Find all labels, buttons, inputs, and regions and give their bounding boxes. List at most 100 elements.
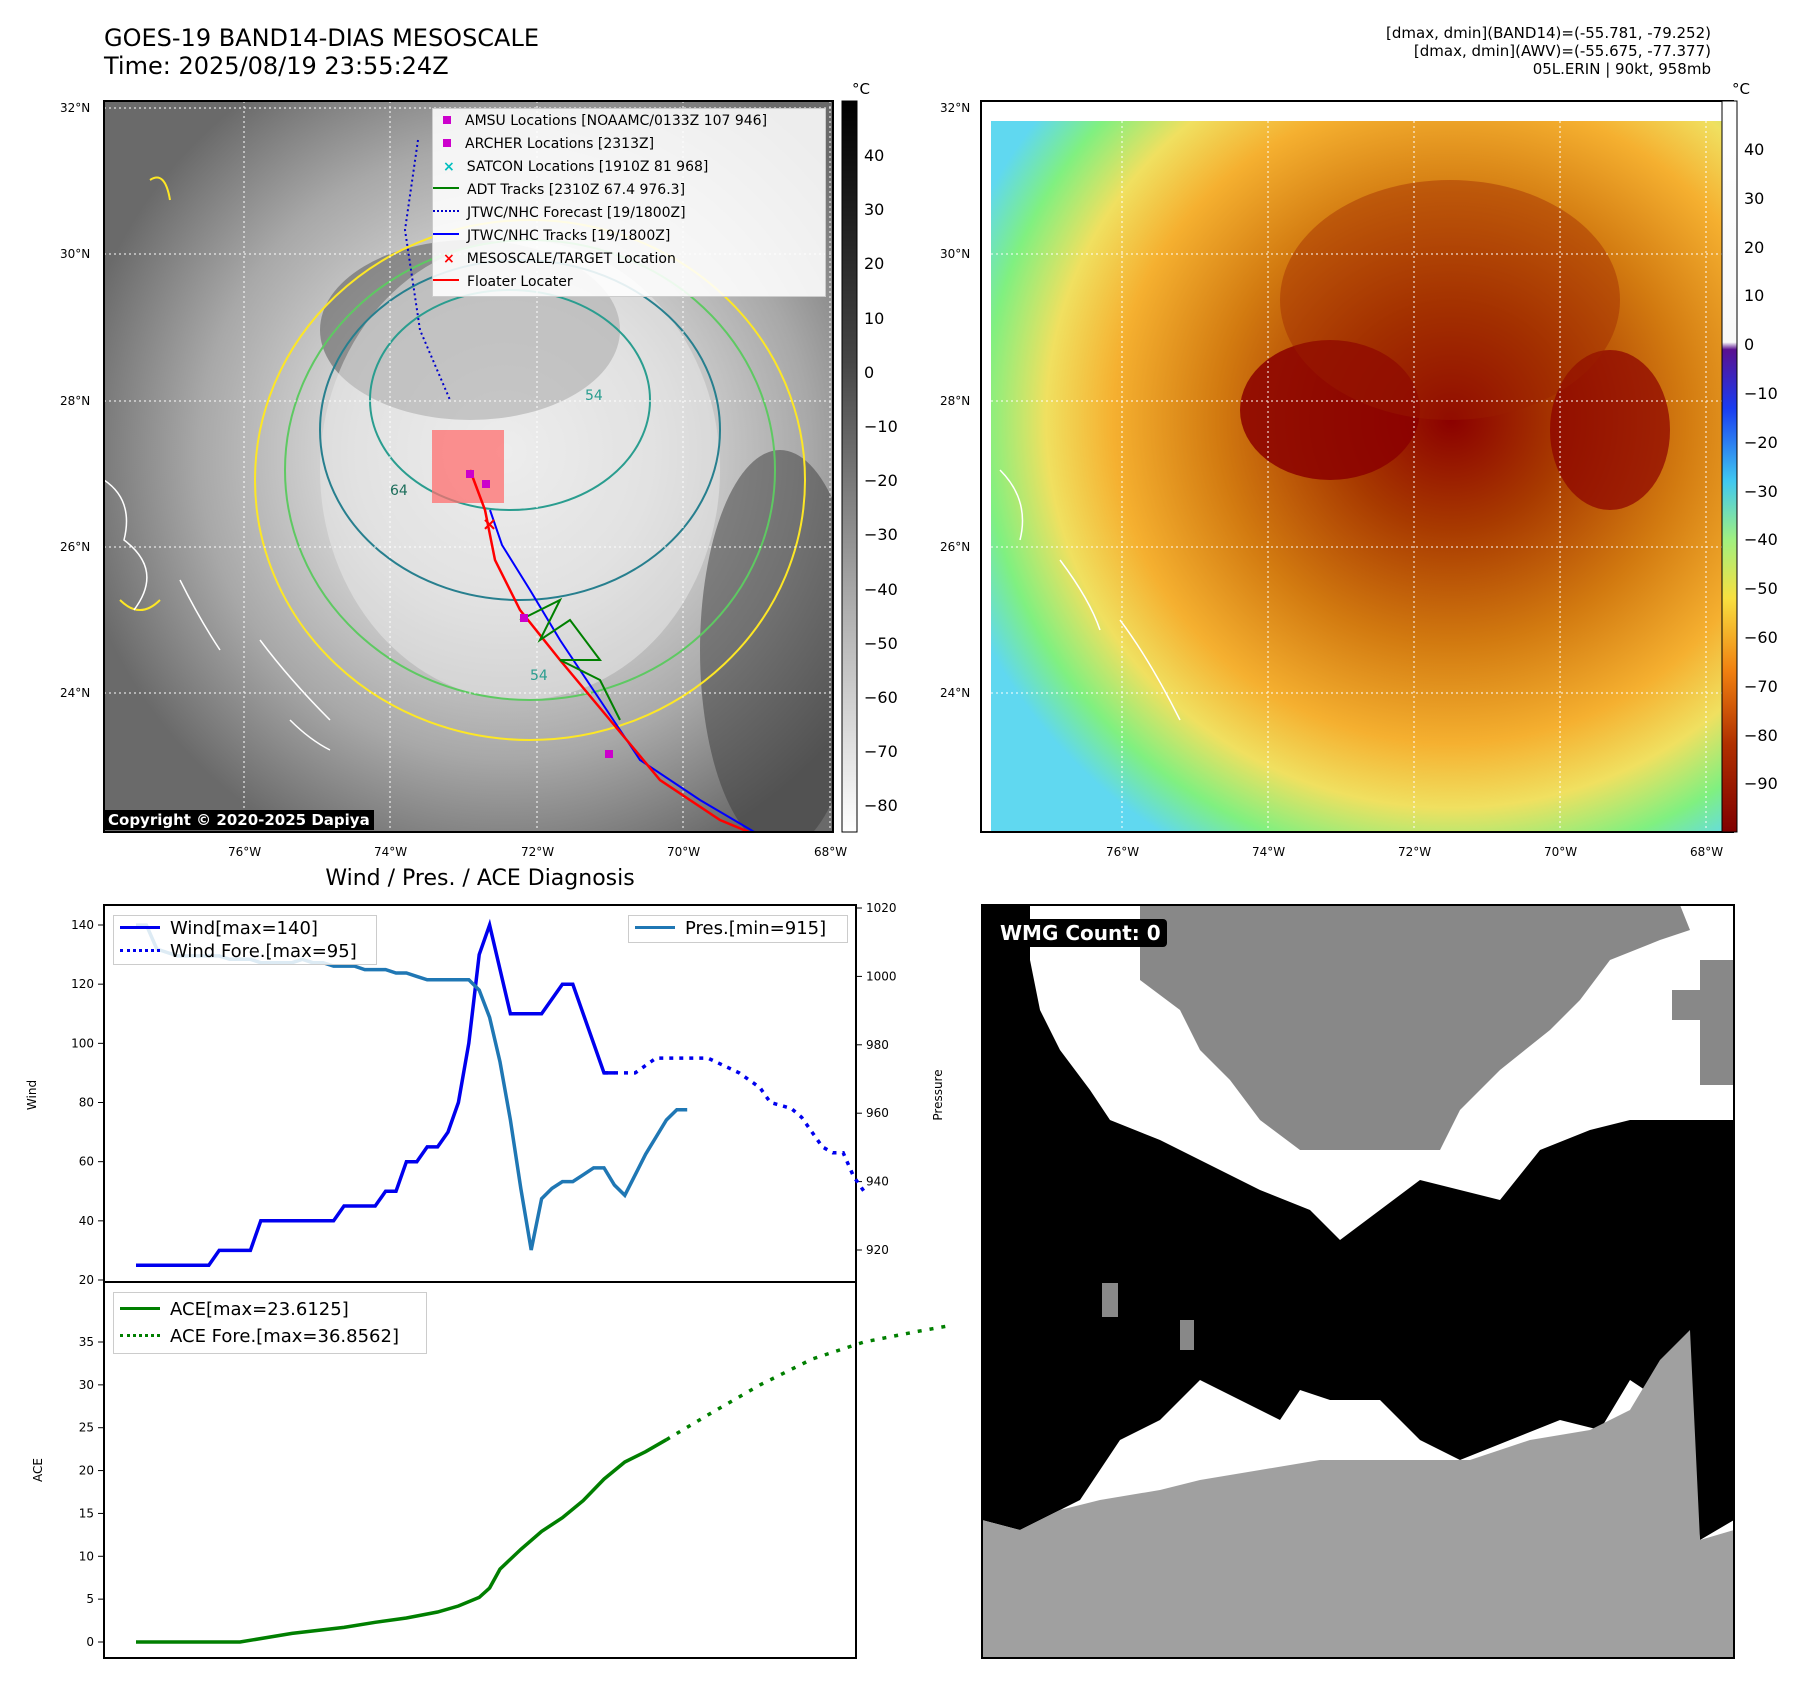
colorbar-tick: 40 — [864, 146, 885, 165]
wind-tick-label: 100 — [71, 1036, 94, 1050]
wind-tick-label: 60 — [79, 1155, 94, 1169]
ace-legend: ACE[max=23.6125] ACE Fore.[max=36.8562] — [113, 1292, 427, 1354]
wind-tick-label: 80 — [79, 1096, 94, 1110]
ace-line — [136, 1438, 668, 1644]
legend-pressure: Pres.[min=915] — [635, 918, 826, 939]
diagnosis-chart: 1401201008060402010201000980960940920353… — [25, 901, 948, 1659]
ace-tick-label: 15 — [79, 1506, 94, 1520]
colorbar-tick: −30 — [1744, 481, 1778, 501]
awv-range: [dmax, dmin](AWV)=(-55.675, -77.377) — [1413, 42, 1711, 60]
legend-item-floater: Floater Locater — [433, 274, 573, 290]
colorbar-tick: 30 — [1744, 188, 1765, 208]
legend-item-amsu: AMSU Locations [NOAAMC/0133Z 107 946] — [443, 113, 767, 129]
chart-timestamp: Time: 2025/08/19 23:55:24Z — [104, 52, 449, 80]
awv-satellite-panel — [980, 100, 1738, 833]
lat-label: 30°N — [60, 247, 91, 261]
colorbar-tick: 20 — [1744, 237, 1765, 257]
legend-wind: Wind[max=140] — [120, 918, 318, 939]
colorbar-tick: −70 — [864, 742, 898, 762]
diagnosis-title: Wind / Pres. / ACE Diagnosis — [325, 866, 635, 891]
lat-label: 24°N — [940, 686, 971, 700]
storm-info: 05L.ERIN | 90kt, 958mb — [1532, 60, 1711, 78]
colorbar-tick: 10 — [864, 308, 885, 328]
wmg-gray-top — [1140, 905, 1734, 1150]
colorbar-tick: 10 — [1744, 286, 1765, 306]
colorbar-tick: 30 — [864, 200, 885, 220]
pressure-legend: Pres.[min=915] — [628, 915, 848, 943]
colorbar-tick: −20 — [864, 471, 898, 491]
ace-tick-label: 20 — [79, 1464, 94, 1478]
lat-label: 32°N — [940, 101, 971, 115]
legend-ace: ACE[max=23.6125] — [120, 1299, 349, 1320]
ace-tick-label: 5 — [86, 1592, 94, 1606]
legend-item-target: × MESOSCALE/TARGET Location — [443, 251, 676, 267]
wmg-panel — [981, 904, 1735, 1659]
pressure-tick-label: 1020 — [866, 901, 897, 915]
colorbar-tick: −50 — [864, 633, 898, 653]
lat-label: 28°N — [940, 394, 971, 408]
lat-label: 28°N — [60, 394, 91, 408]
colorbar-unit: °C — [852, 80, 870, 98]
pressure-tick-label: 940 — [866, 1175, 889, 1189]
contour-label: 54 — [530, 668, 548, 684]
pressure-tick-label: 980 — [866, 1038, 889, 1052]
colorbar-tick: −50 — [1744, 579, 1778, 599]
colorbar-tick: 20 — [864, 254, 885, 274]
legend-item-tracks: JTWC/NHC Tracks [19/1800Z] — [433, 228, 670, 244]
legend-item-archer: ARCHER Locations [2313Z] — [443, 136, 654, 152]
lat-label: 32°N — [60, 101, 91, 115]
lon-label: 72°W — [521, 845, 555, 859]
lon-label: 76°W — [228, 845, 262, 859]
copyright-label: Copyright © 2020-2025 Dapiya — [104, 810, 374, 830]
colorbar-tick: −40 — [864, 579, 898, 599]
pressure-tick-label: 920 — [866, 1243, 889, 1257]
ace-tick-label: 0 — [86, 1635, 94, 1649]
colorbar-tick: −80 — [864, 796, 898, 816]
ace-tick-label: 30 — [79, 1378, 94, 1392]
colorbar-tick: −40 — [1744, 530, 1778, 550]
lat-label: 24°N — [60, 686, 91, 700]
pressure-line — [136, 923, 688, 1251]
wind-tick-label: 120 — [71, 977, 94, 991]
lon-label: 74°W — [1252, 845, 1286, 859]
band14-range: [dmax, dmin](BAND14)=(-55.781, -79.252) — [1386, 24, 1711, 42]
pressure-tick-label: 960 — [866, 1106, 889, 1120]
lon-label: 68°W — [814, 845, 848, 859]
colorbar-tick: −30 — [864, 525, 898, 545]
colorbar-tick: −60 — [1744, 628, 1778, 647]
wind-tick-label: 40 — [79, 1214, 94, 1228]
lat-label: 26°N — [60, 540, 91, 554]
lon-label: 76°W — [1106, 845, 1140, 859]
lon-label: 70°W — [667, 845, 701, 859]
contour-label: 54 — [585, 388, 603, 404]
colorbar-tick: 0 — [1744, 335, 1755, 355]
ace-tick-label: 10 — [79, 1549, 94, 1563]
lat-label: 26°N — [940, 540, 971, 554]
lon-label: 72°W — [1398, 845, 1432, 859]
colorbar-tick: 0 — [864, 362, 875, 382]
wmg-gray-bottom — [982, 1330, 1734, 1658]
wind-line — [136, 918, 615, 1267]
pressure-tick-label: 1000 — [866, 969, 897, 983]
legend-ace-forecast: ACE Fore.[max=36.8562] — [120, 1326, 399, 1347]
legend-wind-forecast: Wind Fore.[max=95] — [120, 941, 357, 962]
colorbar-unit: °C — [1732, 80, 1750, 98]
colorbar-tick: −60 — [864, 688, 898, 707]
ace-forecast-line — [665, 1324, 948, 1442]
lon-label: 68°W — [1690, 845, 1724, 859]
wind-tick-label: 140 — [71, 918, 94, 932]
lat-label: 30°N — [940, 247, 971, 261]
colorbar-tick: −70 — [1744, 676, 1778, 696]
ace-tick-label: 25 — [79, 1421, 94, 1435]
svg-text:×: × — [482, 514, 497, 535]
chart-title: GOES-19 BAND14-DIAS MESOSCALE — [104, 24, 540, 52]
wind-legend: Wind[max=140] Wind Fore.[max=95] — [113, 915, 377, 965]
colorbar-tick: −90 — [1744, 774, 1778, 794]
wind-tick-label: 20 — [79, 1273, 94, 1287]
colorbar-tick: −10 — [864, 417, 898, 436]
contour-label: 64 — [390, 483, 408, 499]
colorbar-tick: −20 — [1744, 432, 1778, 452]
ace-axis-label: ACE — [31, 1458, 45, 1482]
legend-item-adt: ADT Tracks [2310Z 67.4 976.3] — [433, 182, 685, 198]
legend-item-forecast: JTWC/NHC Forecast [19/1800Z] — [433, 205, 686, 221]
